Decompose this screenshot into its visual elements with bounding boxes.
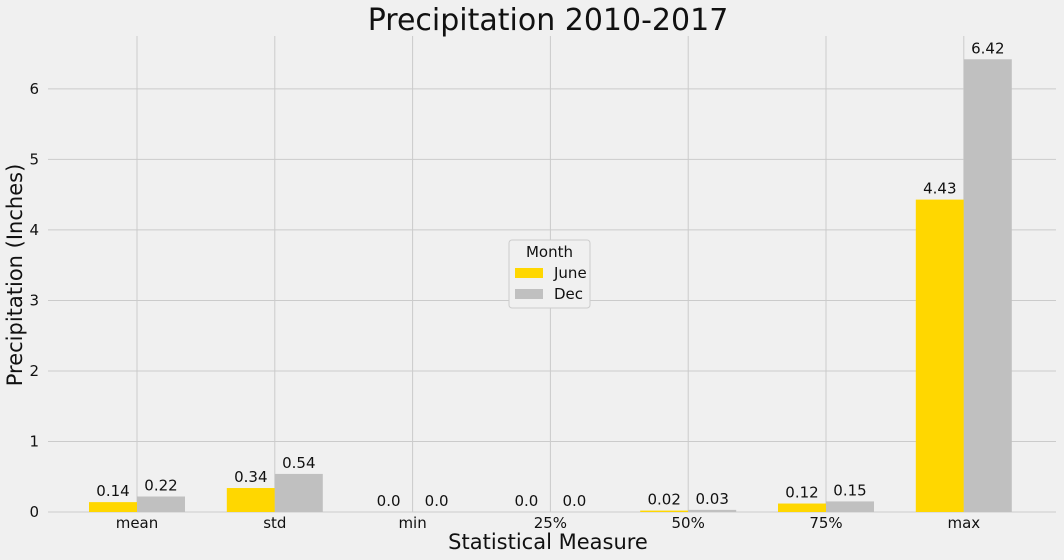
- data-label-june-2: 0.0: [377, 492, 401, 510]
- bar-june-5: [778, 503, 826, 512]
- chart-title: Precipitation 2010-2017: [368, 3, 729, 38]
- bar-dec-4: [688, 509, 737, 512]
- y-tick-label-3: 3: [29, 291, 39, 309]
- x-tick-label-3: 25%: [534, 514, 567, 532]
- legend: Month June Dec: [508, 239, 591, 309]
- bar-june-6: [915, 199, 964, 512]
- bar-dec-0: [137, 496, 185, 512]
- x-tick-label-2: min: [398, 514, 426, 532]
- y-axis-label: Precipitation (Inches): [3, 164, 27, 387]
- bars-layer: [89, 59, 1012, 512]
- data-label-dec-0: 0.22: [144, 476, 177, 494]
- bar-june-0: [89, 502, 137, 512]
- data-label-dec-3: 0.0: [562, 492, 586, 510]
- x-tick-label-4: 50%: [672, 514, 705, 532]
- bar-june-1: [226, 488, 275, 512]
- data-label-dec-1: 0.54: [282, 454, 315, 472]
- y-tick-label-5: 5: [29, 150, 39, 168]
- bar-dec-5: [826, 501, 874, 512]
- y-tick-label-0: 0: [29, 503, 39, 521]
- data-label-dec-6: 6.42: [971, 39, 1004, 57]
- x-tick-label-6: max: [947, 514, 980, 532]
- y-tick-label-2: 2: [29, 362, 39, 380]
- data-label-june-4: 0.02: [647, 491, 680, 509]
- x-tick-label-1: std: [263, 514, 286, 532]
- data-label-june-6: 4.43: [923, 180, 956, 198]
- legend-swatch-june: [515, 268, 543, 278]
- data-labels-layer: 0.14 0.34 0.0 0.0 0.02 0.12 4.43 0.22 0.54 0.0 0.0…: [96, 39, 1004, 510]
- legend-title: Month: [526, 243, 573, 261]
- data-label-dec-2: 0.0: [425, 492, 449, 510]
- data-label-dec-5: 0.15: [833, 481, 866, 499]
- x-tick-label-5: 75%: [809, 514, 842, 532]
- x-axis-label: Statistical Measure: [448, 530, 648, 554]
- data-label-june-5: 0.12: [785, 484, 818, 502]
- ticks-layer: 0 1 2 3 4 5 6 mean std min 25% 50% 75% max: [29, 80, 980, 532]
- legend-label-june: June: [553, 264, 587, 282]
- bar-dec-1: [274, 473, 323, 512]
- bar-dec-6: [963, 59, 1012, 512]
- y-tick-label-1: 1: [29, 432, 39, 450]
- y-tick-label-4: 4: [29, 221, 39, 239]
- y-tick-label-6: 6: [29, 80, 39, 98]
- data-label-june-0: 0.14: [96, 482, 129, 500]
- legend-label-dec: Dec: [554, 285, 583, 303]
- data-label-june-1: 0.34: [234, 468, 267, 486]
- x-tick-label-0: mean: [116, 514, 159, 532]
- legend-swatch-dec: [515, 289, 543, 299]
- data-label-dec-4: 0.03: [695, 490, 728, 508]
- data-label-june-3: 0.0: [514, 492, 538, 510]
- bar-june-4: [640, 510, 689, 512]
